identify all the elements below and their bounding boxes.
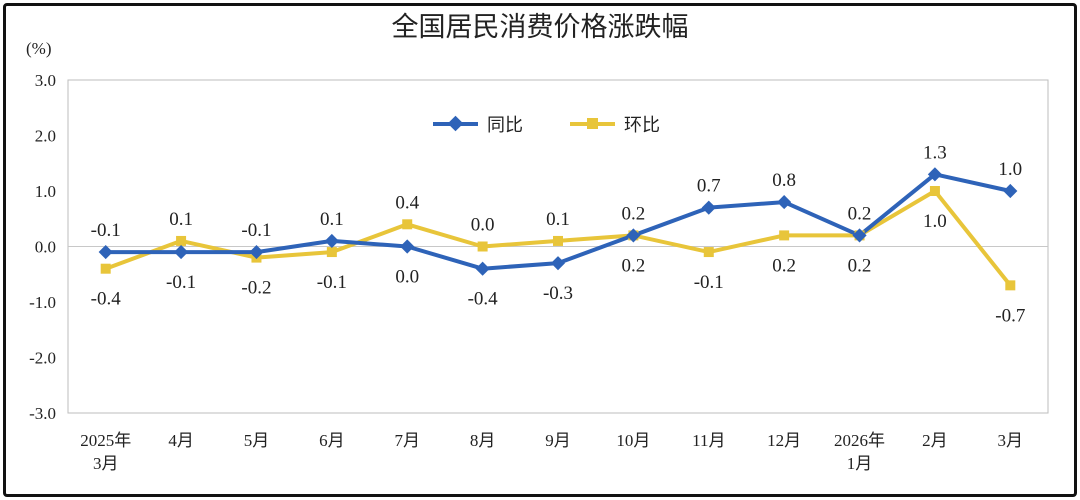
data-label-lower: -0.2 [241, 278, 271, 299]
x-tick-label: 7月 [394, 431, 420, 450]
yoy-point [324, 233, 339, 249]
yoy-point [927, 167, 942, 182]
mom-point [477, 241, 488, 252]
x-tick-label: 12月 [767, 431, 801, 450]
yoy-point [475, 261, 490, 276]
x-tick-label: 6月 [319, 431, 345, 450]
x-tick-label: 1月 [847, 454, 873, 473]
yoy-point [98, 244, 113, 260]
data-labels: -0.1 -0.4 0.1 -0.1 -0.1 -0.2 0.1 -0.1 0.4 0.0 0.0 -… [91, 142, 1026, 326]
data-label-lower: 0.0 [395, 267, 419, 288]
y-tick-label: -3.0 [29, 404, 56, 423]
mom-point [779, 230, 790, 241]
data-label-lower: -0.7 [995, 305, 1025, 326]
data-label-upper: 1.3 [923, 142, 947, 163]
yoy-point [249, 244, 264, 260]
mom-point [402, 219, 413, 230]
data-label-upper: 0.4 [395, 192, 419, 213]
chart-title: 全国居民消费价格涨跌幅 [392, 12, 689, 42]
yoy-point [400, 239, 415, 254]
y-tick-label: 1.0 [35, 182, 56, 201]
x-tick-label: 9月 [545, 431, 571, 450]
data-label-lower: -0.1 [317, 272, 347, 293]
y-tick-label: -1.0 [29, 293, 56, 312]
y-axis-unit: (%) [26, 39, 51, 58]
legend-item-yoy: 同比 [433, 115, 523, 135]
x-tick-label: 5月 [244, 431, 270, 450]
mom-point [929, 186, 940, 196]
legend-marker-mom [587, 118, 598, 129]
data-label-lower: 0.2 [848, 255, 872, 276]
data-label-lower: 1.0 [923, 211, 947, 232]
x-tick-label: 8月 [470, 431, 496, 450]
yoy-point [777, 195, 792, 210]
data-label-upper: 0.0 [471, 215, 495, 236]
legend-item-mom: 环比 [570, 115, 660, 135]
data-label-upper: 0.1 [546, 209, 570, 230]
data-label-lower: -0.1 [166, 272, 196, 293]
data-label-lower: -0.4 [91, 289, 122, 310]
x-tick-label: 10月 [616, 431, 650, 450]
data-label-lower: -0.4 [468, 289, 499, 310]
mom-point [176, 235, 187, 246]
yoy-point [174, 244, 189, 260]
mom-point [703, 247, 714, 258]
data-label-upper: -0.1 [241, 220, 271, 241]
mom-point [100, 263, 111, 274]
data-label-upper: 0.8 [772, 170, 796, 191]
yoy-point [1003, 183, 1018, 199]
yoy-point [701, 200, 716, 215]
data-label-lower: 0.2 [772, 255, 796, 276]
x-tick-label: 2026年 [834, 431, 885, 450]
x-tick-label: 11月 [692, 431, 725, 450]
legend: 同比 环比 [433, 115, 660, 135]
data-label-upper: 1.0 [998, 159, 1022, 180]
x-tick-label: 3月 [93, 454, 119, 473]
data-label-upper: 0.2 [848, 203, 872, 224]
yoy-point [852, 228, 867, 243]
yoy-point [626, 228, 641, 243]
y-tick-label: 0.0 [35, 238, 56, 257]
data-label-lower: -0.3 [543, 283, 573, 304]
y-tick-label: -2.0 [29, 349, 56, 368]
data-label-lower: -0.1 [694, 272, 724, 293]
data-label-lower: 0.2 [622, 255, 646, 276]
x-tick-label: 3月 [998, 431, 1024, 450]
legend-label-yoy: 同比 [487, 115, 523, 135]
x-tick-label: 2025年 [80, 431, 131, 450]
x-tick-label: 4月 [168, 431, 194, 450]
y-tick-label: 2.0 [35, 127, 56, 146]
data-label-upper: 0.7 [697, 176, 721, 197]
mom-point [553, 235, 563, 246]
mom-point [326, 247, 337, 258]
legend-marker-yoy [447, 115, 464, 132]
legend-label-mom: 环比 [624, 115, 660, 135]
y-axis-ticks: 3.0 2.0 1.0 0.0 -1.0 -2.0 -3.0 [29, 71, 56, 423]
yoy-point [550, 256, 566, 271]
y-tick-label: 3.0 [35, 71, 56, 90]
x-axis-labels: 2025年 3月 4月 5月 6月 7月 8月 9月 10月 11月 12月 2026年 1月 2月 3月 [80, 431, 1023, 473]
data-label-upper: 0.1 [169, 209, 193, 230]
mom-point [1005, 280, 1016, 291]
data-label-upper: 0.2 [622, 203, 646, 224]
x-tick-label: 2月 [922, 431, 948, 450]
data-label-upper: -0.1 [91, 220, 121, 241]
data-label-upper: 0.1 [320, 209, 344, 230]
